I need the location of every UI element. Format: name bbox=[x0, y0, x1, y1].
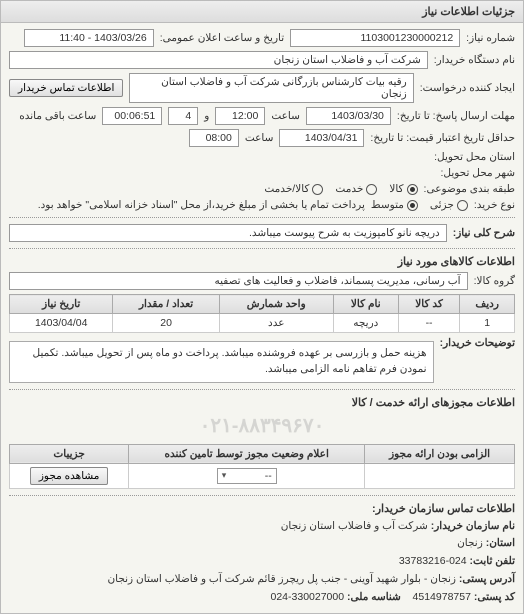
price-type-label: نوع خرید: bbox=[474, 199, 515, 211]
remain-days: 4 bbox=[168, 107, 198, 125]
subject-type-radios[interactable]: کالا خدمت کالا/خدمت bbox=[264, 183, 417, 195]
validity-time: 08:00 bbox=[189, 129, 239, 147]
c-post-value: 4514978757 bbox=[413, 591, 471, 603]
col-row: ردیف bbox=[460, 295, 515, 314]
goods-table: ردیف کد کالا نام کالا واحد شمارش تعداد /… bbox=[9, 294, 515, 333]
buyer-note-label: توضیحات خریدار: bbox=[440, 337, 515, 349]
permits-section-title: اطلاعات مجوزهای ارائه خدمت / کالا bbox=[9, 396, 515, 409]
cell-qty: 20 bbox=[113, 314, 219, 333]
announce-value: 1403/03/26 - 11:40 bbox=[24, 29, 154, 47]
contact-buyer-button[interactable]: اطلاعات تماس خریدار bbox=[9, 79, 123, 97]
req-no-label: شماره نیاز: bbox=[466, 32, 515, 44]
radio-service-label: خدمت bbox=[335, 183, 363, 195]
c-phone-value: 024-33783216 bbox=[399, 555, 467, 567]
cell-name: دریچه bbox=[333, 314, 398, 333]
announce-label: تاریخ و ساعت اعلان عمومی: bbox=[160, 32, 284, 44]
time-label-2: ساعت bbox=[245, 132, 274, 144]
requester-value: رقیه بیات کارشناس بازرگانی شرکت آب و فاض… bbox=[129, 73, 413, 103]
deadline-time: 12:00 bbox=[215, 107, 265, 125]
cell-unit: عدد bbox=[219, 314, 333, 333]
watermark-phone: ۰۲۱-۸۸۳۴۹۶۷۰ bbox=[9, 413, 515, 438]
goods-group-value: آب رسانی، مدیریت پسماند، فاضلاب و فعالیت… bbox=[9, 272, 468, 290]
c-org-value: شرکت آب و فاضلاب استان زنجان bbox=[281, 520, 428, 532]
cell-rownum: 1 bbox=[460, 314, 515, 333]
radio-minor-icon[interactable] bbox=[457, 200, 468, 211]
deliver-city-label: شهر محل تحویل: bbox=[440, 167, 515, 179]
buyer-note-value: هزینه حمل و بازرسی بر عهده فروشنده میباش… bbox=[9, 341, 434, 383]
contact-block: نام سازمان خریدار: شرکت آب و فاضلاب استا… bbox=[9, 519, 515, 606]
validity-label: حداقل تاریخ اعتبار قیمت: تا تاریخ: bbox=[370, 132, 515, 144]
c-addr-value: زنجان - بلوار شهید آوینی - جنب پل ریچرز … bbox=[107, 573, 456, 585]
and-label: و bbox=[204, 110, 209, 122]
status-select-value: -- bbox=[265, 470, 272, 482]
buyer-org-value: شرکت آب و فاضلاب استان زنجان bbox=[9, 51, 428, 69]
radio-medium-icon[interactable] bbox=[407, 200, 418, 211]
c-org-label: نام سازمان خریدار: bbox=[431, 520, 515, 532]
c-prov-label: استان: bbox=[486, 537, 515, 549]
view-permit-button[interactable]: مشاهده مجوز bbox=[30, 467, 109, 485]
buyer-org-label: نام دستگاه خریدار: bbox=[434, 54, 515, 66]
deliver-province-label: استان محل تحویل: bbox=[434, 151, 515, 163]
purchase-type-radios[interactable]: جزئی متوسط bbox=[371, 199, 468, 211]
col-name: نام کالا bbox=[333, 295, 398, 314]
status-select[interactable]: -- ▾ bbox=[217, 468, 277, 484]
goods-group-label: گروه کالا: bbox=[474, 275, 515, 287]
time-label-1: ساعت bbox=[271, 110, 300, 122]
table-row: 1 -- دریچه عدد 20 1403/04/04 bbox=[10, 314, 515, 333]
deadline-date: 1403/03/30 bbox=[306, 107, 391, 125]
radio-minor-label: جزئی bbox=[430, 199, 454, 211]
pcol-status: اعلام وضعیت مجوز توسط تامین کننده bbox=[129, 444, 365, 463]
c-prov-value: زنجان bbox=[457, 537, 483, 549]
col-unit: واحد شمارش bbox=[219, 295, 333, 314]
table-row: -- ▾ مشاهده مجوز bbox=[10, 463, 515, 488]
radio-service-icon[interactable] bbox=[366, 184, 377, 195]
c-nat-label: شناسه ملی: bbox=[347, 591, 401, 603]
goods-section-title: اطلاعات کالاهای مورد نیاز bbox=[9, 255, 515, 268]
c-nat-value: 330027000-024 bbox=[270, 591, 344, 603]
desc-label: شرح کلی نیاز: bbox=[453, 227, 515, 239]
permits-table: الزامی بودن ارائه مجوز اعلام وضعیت مجوز … bbox=[9, 444, 515, 489]
cell-date: 1403/04/04 bbox=[10, 314, 113, 333]
pcell-mandatory bbox=[365, 463, 515, 488]
req-no-value: 1103001230000212 bbox=[290, 29, 460, 47]
contact-section-title: اطلاعات تماس سازمان خریدار: bbox=[9, 502, 515, 515]
pcol-details: جزییات bbox=[10, 444, 129, 463]
remain-label: ساعت باقی مانده bbox=[19, 110, 96, 122]
validity-date: 1403/04/31 bbox=[279, 129, 364, 147]
c-post-label: کد پستی: bbox=[474, 591, 515, 603]
col-date: تاریخ نیاز bbox=[10, 295, 113, 314]
pcell-details: مشاهده مجوز bbox=[10, 463, 129, 488]
requester-label: ایجاد کننده درخواست: bbox=[420, 82, 515, 94]
radio-medium-label: متوسط bbox=[371, 199, 404, 211]
group-label: طبقه بندی موضوعی: bbox=[424, 183, 515, 195]
col-code: کد کالا bbox=[398, 295, 460, 314]
pcol-mandatory: الزامی بودن ارائه مجوز bbox=[365, 444, 515, 463]
price-note: پرداخت تمام یا بخشی از مبلغ خرید،از محل … bbox=[9, 199, 365, 211]
radio-both-icon[interactable] bbox=[312, 184, 323, 195]
radio-both-label: کالا/خدمت bbox=[264, 183, 309, 195]
panel-header: جزئیات اطلاعات نیاز bbox=[1, 1, 523, 23]
c-addr-label: آدرس پستی: bbox=[459, 573, 515, 585]
pcell-status: -- ▾ bbox=[129, 463, 365, 488]
radio-goods-label: کالا bbox=[389, 183, 403, 195]
col-qty: تعداد / مقدار bbox=[113, 295, 219, 314]
remain-time: 00:06:51 bbox=[102, 107, 162, 125]
radio-goods-icon[interactable] bbox=[407, 184, 418, 195]
cell-code: -- bbox=[398, 314, 460, 333]
c-phone-label: تلفن ثابت: bbox=[470, 555, 515, 567]
chevron-down-icon: ▾ bbox=[222, 470, 227, 481]
deadline-label: مهلت ارسال پاسخ: تا تاریخ: bbox=[397, 110, 515, 122]
desc-value: دریچه نانو کامپوزیت به شرح پیوست میباشد. bbox=[9, 224, 447, 242]
